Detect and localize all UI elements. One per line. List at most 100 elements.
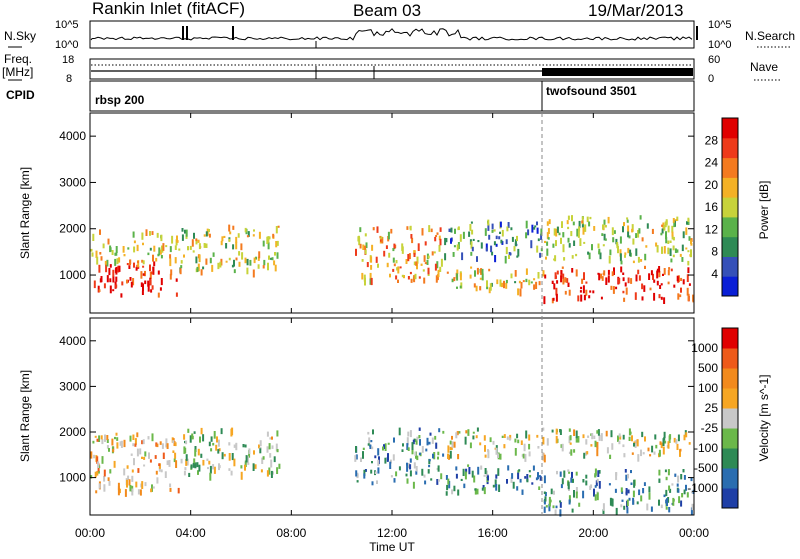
heatmap-cell [170, 269, 173, 276]
heatmap-cell [614, 488, 617, 493]
heatmap-cell [235, 442, 238, 451]
heatmap-cell [672, 497, 675, 506]
colorbar-swatch [722, 256, 738, 277]
heatmap-cell [628, 436, 631, 441]
heatmap-cell [143, 456, 146, 460]
heatmap-cell [418, 452, 421, 456]
heatmap-cell [609, 249, 612, 256]
heatmap-cell [165, 438, 168, 447]
heatmap-cell [131, 488, 134, 496]
heatmap-cell [129, 435, 132, 442]
heatmap-cell [492, 484, 495, 488]
heatmap-cell [257, 256, 260, 261]
heatmap-cell [193, 431, 196, 434]
heatmap-cell [120, 293, 123, 298]
heatmap-cell [92, 233, 95, 241]
heatmap-cell [188, 472, 191, 477]
heatmap-cell [109, 278, 112, 283]
heatmap-cell [392, 268, 395, 272]
heatmap-cell [439, 266, 442, 272]
heatmap-cell [555, 240, 557, 247]
heatmap-cell [672, 218, 675, 223]
heatmap-cell [136, 244, 139, 252]
heatmap-cell [568, 471, 571, 474]
heatmap-cell [172, 450, 175, 453]
heatmap-cell [421, 228, 424, 236]
heatmap-cell [648, 486, 651, 493]
heatmap-cell [194, 462, 197, 469]
heatmap-cell [486, 286, 489, 290]
heatmap-cell [518, 280, 521, 284]
heatmap-cell [184, 447, 187, 454]
heatmap-cell [588, 295, 591, 299]
heatmap-cell [601, 233, 604, 236]
heatmap-cell [449, 446, 452, 450]
heatmap-cell [367, 431, 370, 435]
heatmap-cell [649, 454, 652, 457]
heatmap-cell [686, 274, 689, 282]
heatmap-cell [528, 434, 531, 441]
heatmap-cell [667, 497, 670, 503]
heatmap-cell [134, 438, 137, 445]
y-tick-label: 3000 [59, 379, 86, 393]
heatmap-cell [628, 497, 631, 501]
heatmap-cell [683, 434, 686, 441]
heatmap-cell [245, 455, 248, 463]
nave-tick-top: 60 [708, 54, 720, 66]
heatmap-cell [392, 454, 395, 461]
heatmap-cell [543, 506, 546, 513]
heatmap-cell [510, 227, 513, 231]
heatmap-cell [453, 441, 456, 448]
heatmap-cell [262, 240, 265, 247]
heatmap-cell [428, 225, 431, 233]
heatmap-cell [663, 246, 666, 254]
heatmap-cell [268, 443, 271, 450]
heatmap-cell [180, 260, 183, 264]
heatmap-cell [412, 439, 415, 445]
heatmap-cell [232, 244, 235, 250]
heatmap-cell [171, 235, 174, 244]
heatmap-cell [366, 262, 369, 268]
heatmap-cell [476, 488, 479, 495]
heatmap-cell [126, 279, 128, 284]
heatmap-cell [607, 216, 610, 224]
heatmap-cell [690, 243, 693, 246]
heatmap-cell [516, 255, 519, 258]
heatmap-cell [421, 468, 424, 476]
heatmap-cell [158, 463, 161, 466]
heatmap-cell [213, 466, 216, 474]
heatmap-cell [555, 293, 558, 302]
heatmap-cell [669, 248, 672, 256]
heatmap-cell [680, 277, 683, 281]
heatmap-cell [494, 479, 497, 487]
x-tick-label: 16:00 [478, 526, 508, 540]
heatmap-cell [143, 464, 146, 467]
heatmap-cell [568, 499, 571, 505]
heatmap-cell [470, 221, 473, 224]
heatmap-cell [662, 438, 665, 447]
heatmap-cell [161, 245, 163, 253]
heatmap-cell [456, 286, 458, 289]
x-tick-label: 20:00 [578, 526, 608, 540]
heatmap-cell [453, 245, 456, 248]
heatmap-cell [678, 496, 681, 504]
noise-spike [182, 26, 184, 40]
heatmap-cell [183, 470, 186, 476]
heatmap-cell [585, 480, 588, 486]
heatmap-cell [620, 504, 623, 508]
heatmap-cell [175, 460, 178, 468]
heatmap-cell [491, 251, 494, 256]
heatmap-cell [181, 228, 184, 232]
heatmap-cell [135, 266, 138, 271]
heatmap-cell [501, 229, 504, 237]
heatmap-cell [677, 488, 680, 493]
heatmap-cell [585, 289, 588, 296]
heatmap-cell [470, 251, 473, 256]
heatmap-cell [596, 430, 599, 434]
heatmap-cell [646, 503, 649, 511]
heatmap-cell [645, 245, 648, 248]
heatmap-cell [620, 266, 623, 273]
heatmap-cell [268, 255, 270, 260]
heatmap-cell [687, 219, 690, 225]
heatmap-cell [598, 470, 601, 474]
